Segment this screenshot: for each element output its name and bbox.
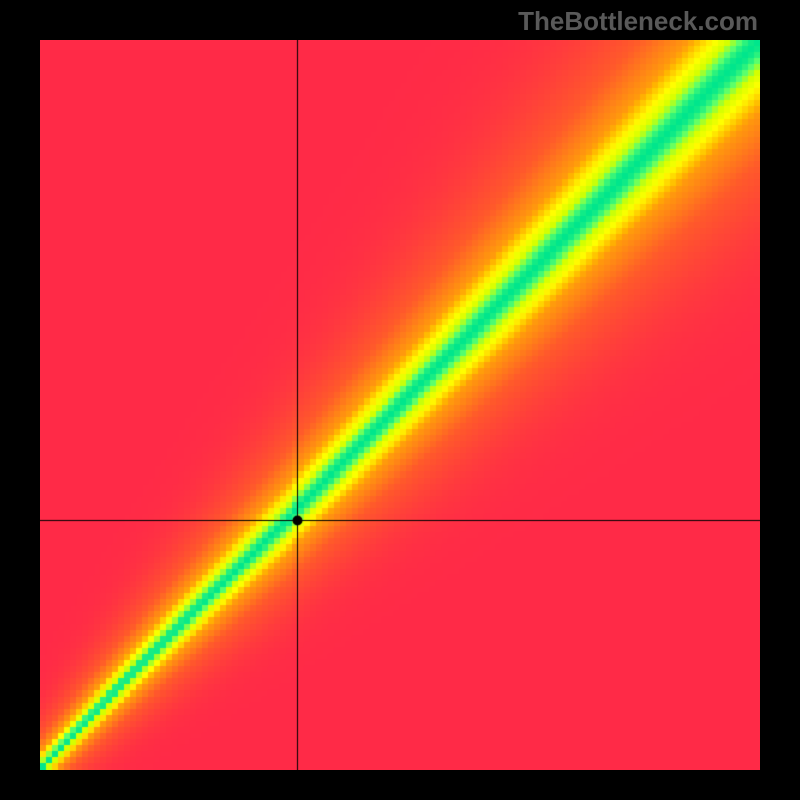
bottleneck-heatmap-canvas [40, 40, 760, 770]
watermark-text: TheBottleneck.com [518, 6, 758, 37]
